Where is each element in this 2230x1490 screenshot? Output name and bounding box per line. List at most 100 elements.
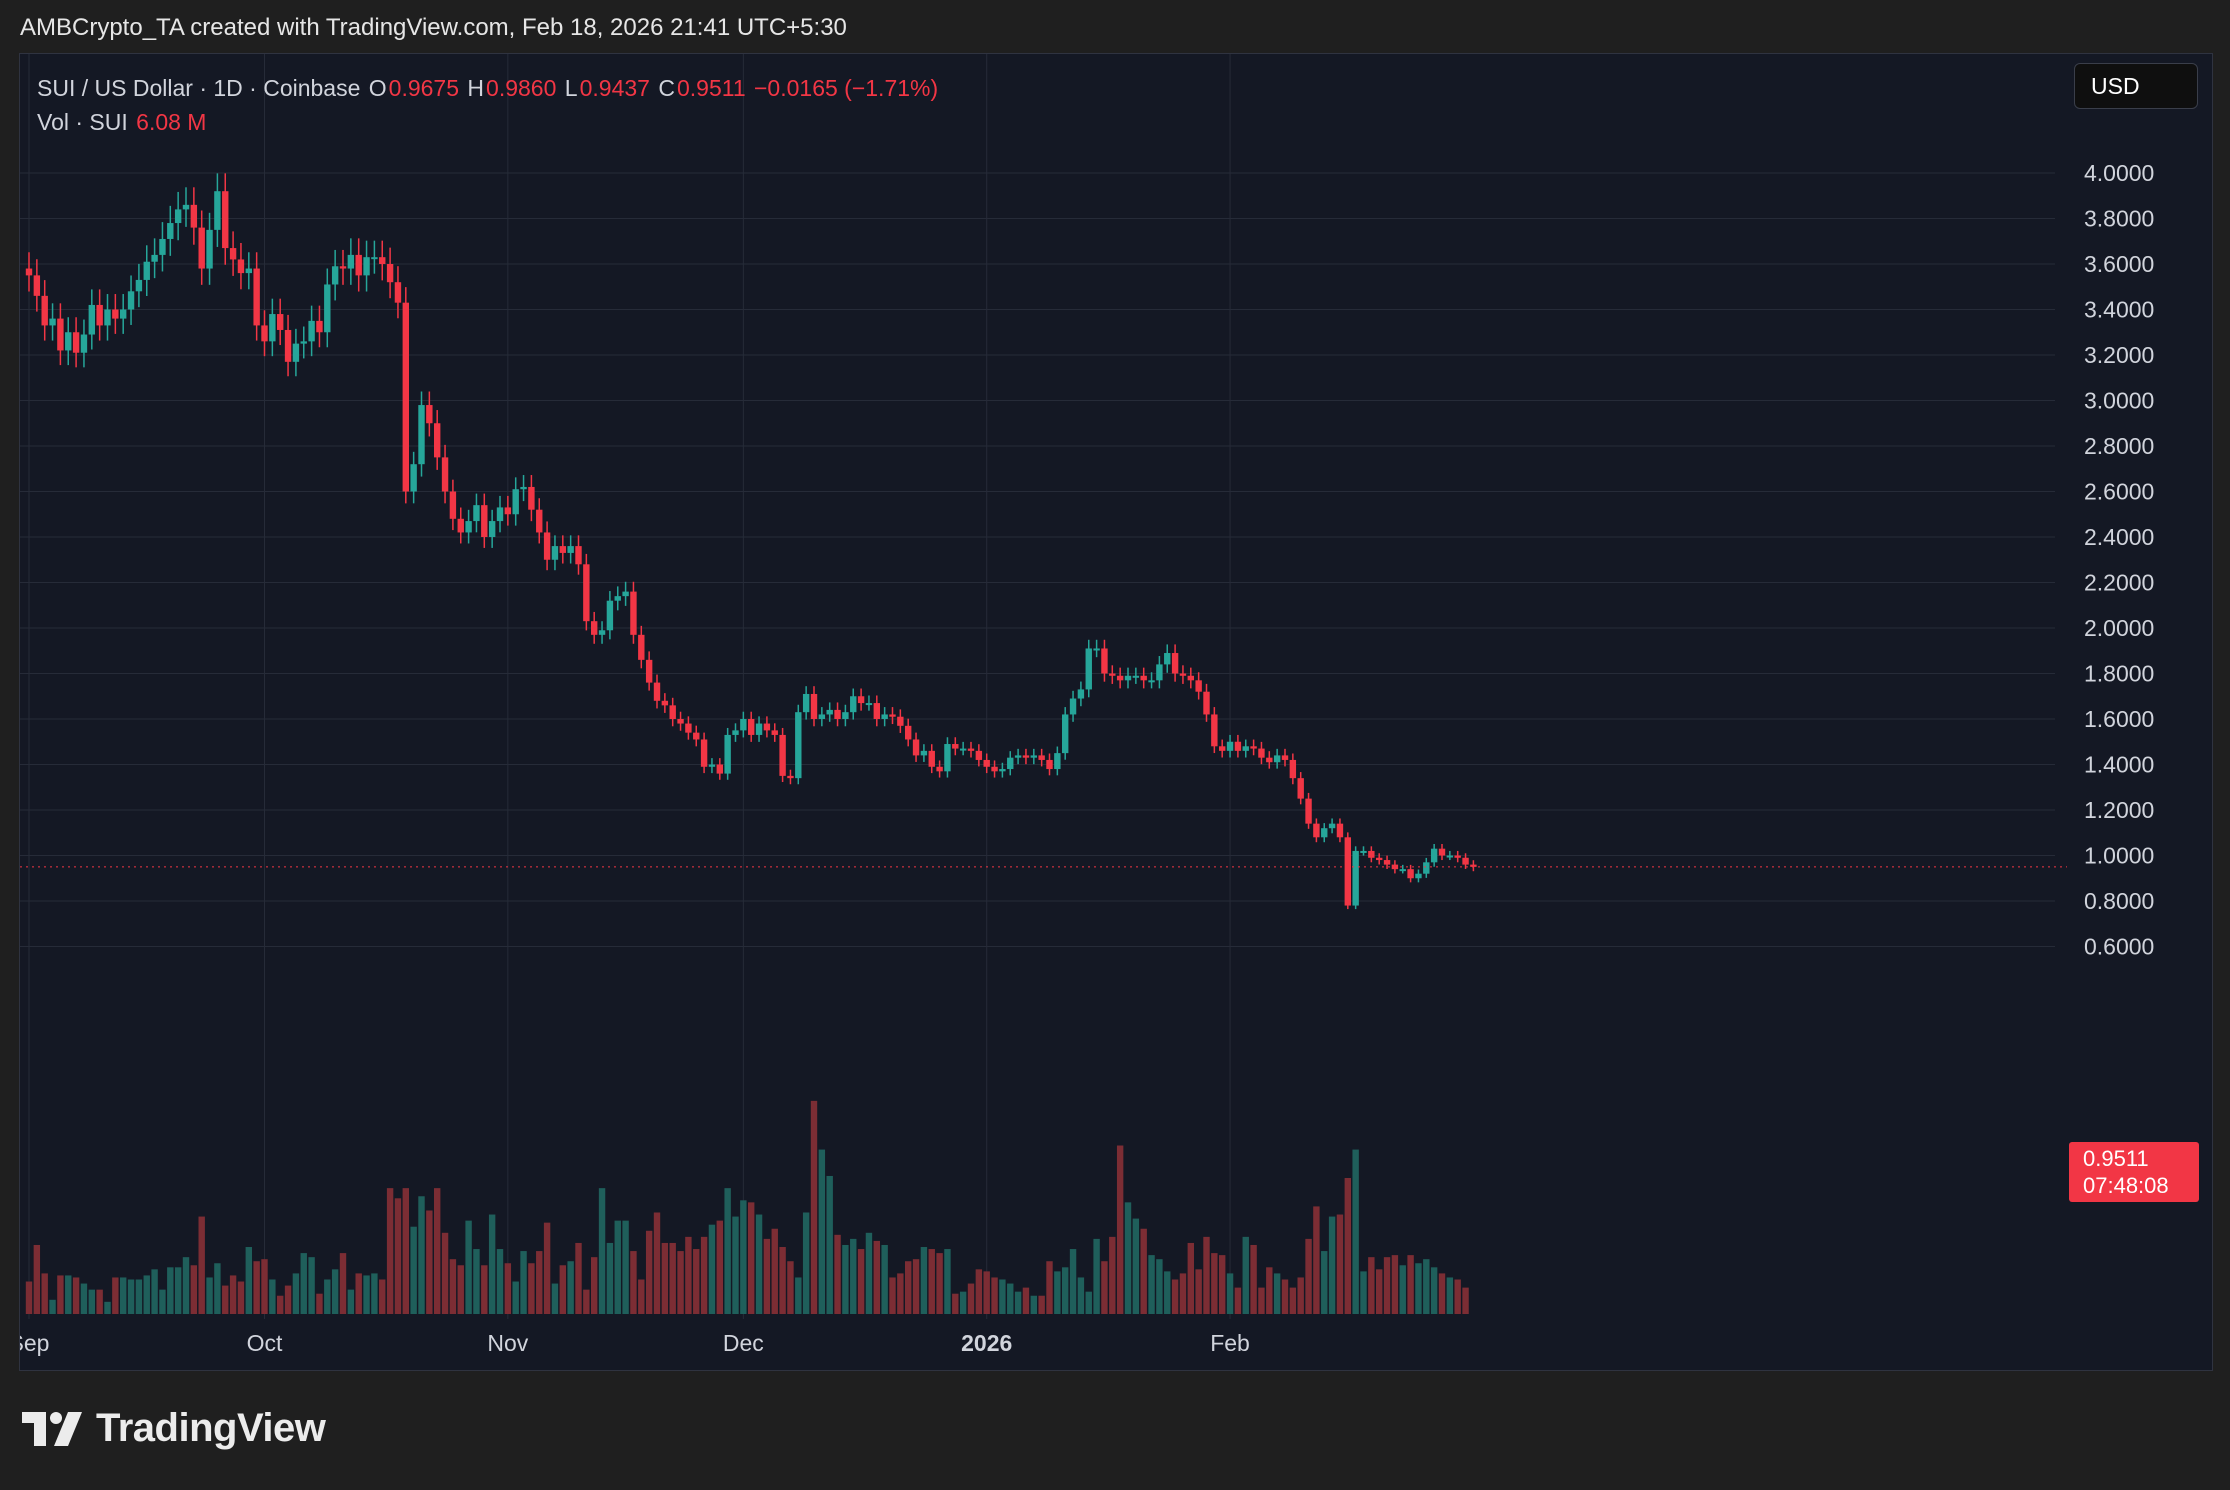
volume-bar (245, 1247, 252, 1314)
candle-body (316, 320, 323, 333)
candle-body (614, 596, 621, 601)
volume-bar (645, 1230, 653, 1314)
candle-body (850, 696, 857, 713)
candle-body (394, 282, 402, 303)
candle-body (57, 318, 64, 351)
candle-body (1140, 675, 1147, 681)
volume-bar (606, 1242, 614, 1314)
candle-body (174, 209, 182, 224)
candle-body (1454, 855, 1461, 858)
change-value: −0.0165 (−1.71%) (754, 75, 939, 101)
volume-bar (834, 1234, 841, 1314)
candle-body (1446, 855, 1454, 858)
volume-bar (865, 1232, 873, 1314)
volume-bar (591, 1257, 598, 1314)
volume-bar (324, 1279, 331, 1314)
volume-bar (371, 1273, 378, 1314)
candle-body (936, 766, 943, 772)
volume-bar (810, 1100, 818, 1314)
chart-panel[interactable]: 4.0000 3.8000 3.6000 3.4000 3.2000 3.0000 2.80… (19, 53, 2213, 1371)
candle-body (1054, 753, 1061, 770)
volume-bar (394, 1198, 402, 1314)
candle-body (520, 486, 527, 490)
candle-body (897, 716, 904, 726)
volume-bar (1038, 1295, 1045, 1314)
volume-bar (826, 1175, 833, 1314)
volume-bar (1109, 1236, 1116, 1314)
volume-bar (1423, 1259, 1430, 1314)
volume-bar (65, 1275, 72, 1314)
volume-bar (292, 1273, 300, 1314)
volume-bar (1093, 1238, 1100, 1314)
candle-body (905, 725, 912, 740)
candle-body (1344, 837, 1351, 906)
volume-bar (402, 1188, 409, 1314)
candle-body (1085, 648, 1092, 690)
candle-body (865, 703, 873, 706)
volume-bar (873, 1240, 880, 1314)
volume-bar (536, 1251, 543, 1314)
volume-bar (1305, 1238, 1312, 1314)
volume-bar (355, 1273, 362, 1314)
currency-button[interactable]: USD (2074, 63, 2198, 109)
open-label: O (368, 75, 387, 101)
volume-bar (661, 1242, 669, 1314)
volume-bar (920, 1247, 928, 1314)
candle-body (606, 600, 614, 631)
candle-body (967, 748, 975, 751)
volume-bar (214, 1263, 221, 1314)
candle-body (567, 546, 574, 553)
y-tick-label: 2.0000 (2084, 615, 2154, 641)
brand-logo[interactable]: TradingView (22, 1406, 326, 1451)
candle-body (434, 423, 441, 458)
symbol-title[interactable]: SUI / US Dollar · 1D · Coinbase (37, 75, 361, 101)
candle-body (653, 682, 661, 701)
tradingview-logo-icon (22, 1411, 82, 1446)
volume-bar (1226, 1273, 1234, 1314)
volume-bar (575, 1242, 582, 1314)
candle-body (1187, 675, 1194, 681)
candle-body (1156, 664, 1163, 681)
candle-body (441, 457, 449, 492)
volume-bar (253, 1261, 260, 1314)
candle-body (1046, 759, 1053, 770)
candle-body (277, 314, 284, 330)
volume-bar (190, 1265, 198, 1314)
volume-bar (1069, 1249, 1077, 1314)
candle-body (1470, 864, 1477, 867)
volume-bar (928, 1249, 935, 1314)
volume-bar (551, 1283, 559, 1314)
candle-body (80, 334, 88, 353)
volume-label[interactable]: Vol · SUI (37, 109, 128, 135)
candle-body (355, 254, 362, 276)
volume-bar (967, 1283, 975, 1314)
candle-body (347, 254, 355, 269)
volume-bar (1203, 1236, 1210, 1314)
candle-body (261, 325, 268, 342)
candle-body (449, 491, 457, 519)
candle-body (559, 546, 566, 553)
volume-bar (473, 1249, 480, 1314)
candle-body (975, 750, 983, 760)
high-label: H (467, 75, 485, 101)
volume-bar (331, 1269, 339, 1314)
candle-body (1258, 748, 1265, 758)
volume-bar (112, 1277, 119, 1314)
candle-body (33, 275, 41, 296)
open-value: 0.9675 (388, 75, 460, 101)
candle-body (1423, 862, 1430, 874)
volume-bar (1007, 1283, 1014, 1314)
volume-bar (1336, 1214, 1344, 1314)
volume-bar (802, 1212, 810, 1314)
candle-body (952, 744, 959, 749)
candle-body (787, 775, 794, 779)
price-chart[interactable]: 4.0000 3.8000 3.6000 3.4000 3.2000 3.0000 2.80… (20, 54, 2212, 1370)
candle-body (1007, 757, 1014, 770)
candle-body (818, 714, 826, 719)
candle-body (708, 764, 716, 767)
candle-body (834, 709, 841, 719)
candle-body (25, 268, 33, 276)
candle-body (1164, 653, 1171, 665)
candle-body (1101, 648, 1108, 674)
candle-body (1399, 869, 1406, 872)
